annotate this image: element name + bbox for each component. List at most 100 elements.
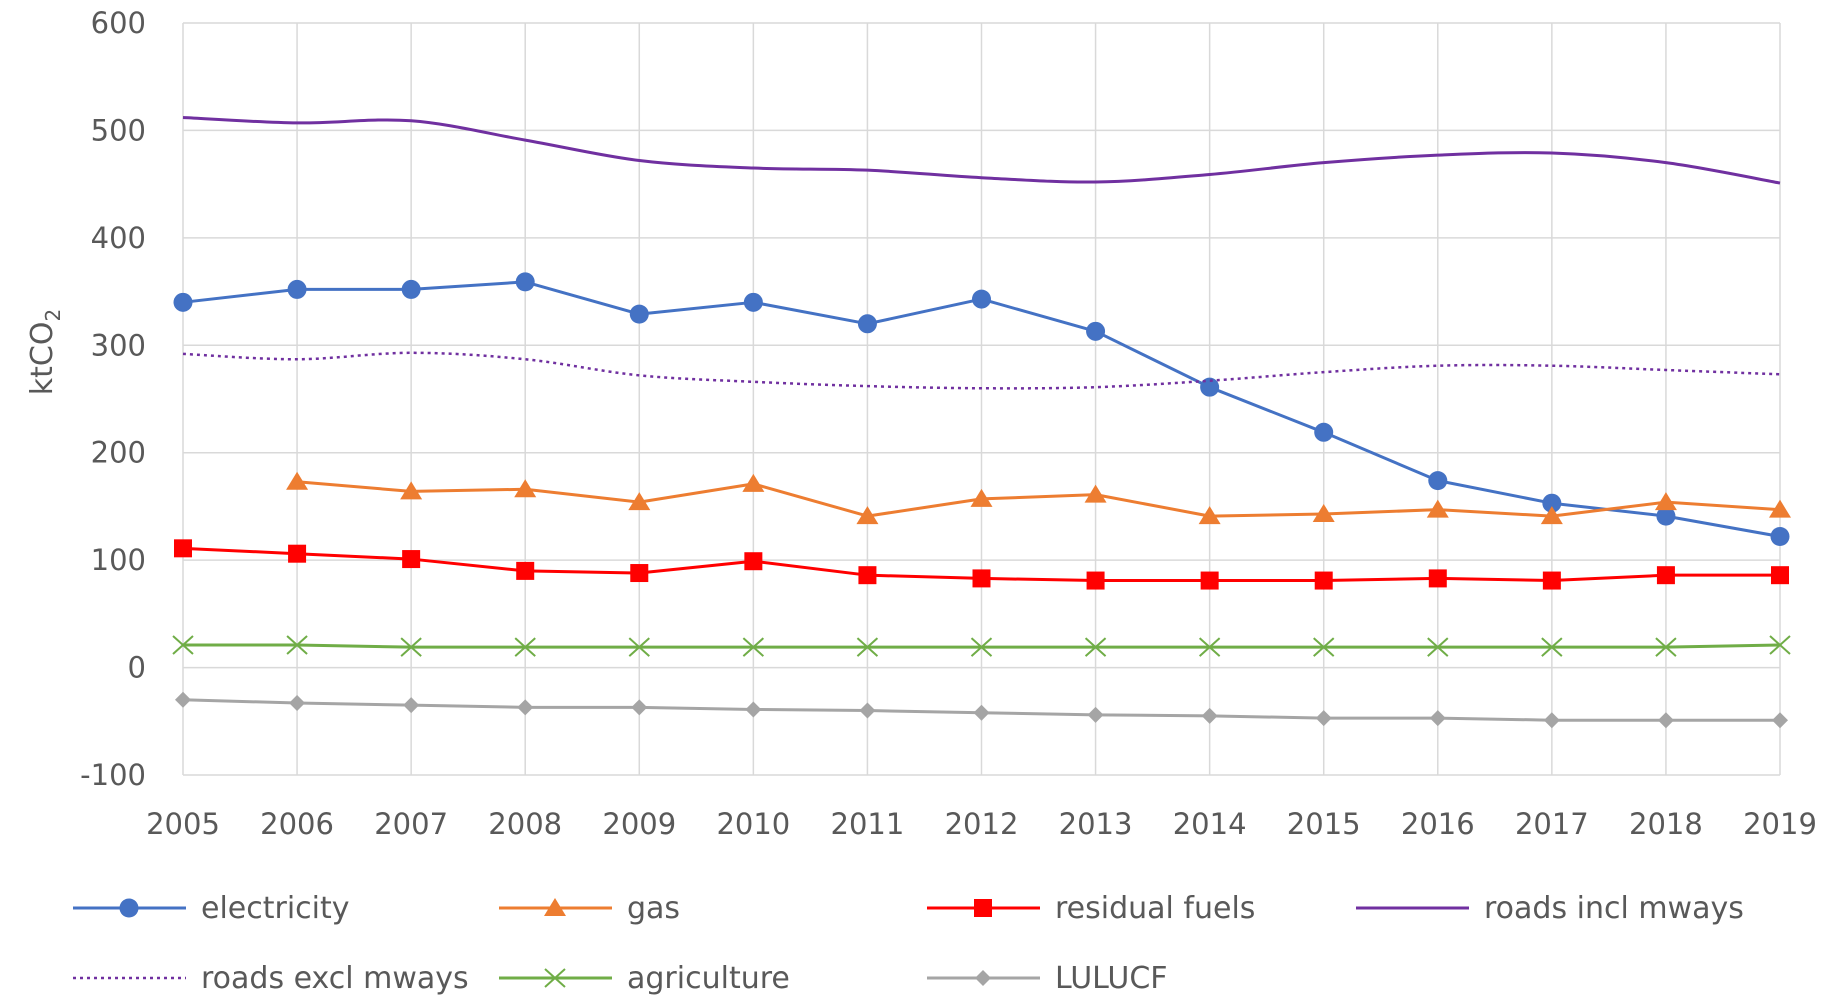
- x-tick-label: 2008: [488, 807, 562, 841]
- legend: electricity gas residual fuels roads incl m…: [73, 891, 1744, 996]
- legend-item-roads-excl-mways: roads excl mways: [73, 961, 469, 996]
- series-line-roads-excl-mways: [182, 351, 1781, 390]
- data-point-lulucf: [973, 704, 990, 721]
- y-tick-label: 600: [91, 6, 146, 40]
- data-point-electricity: [1770, 527, 1790, 547]
- data-point-agriculture: [1427, 637, 1449, 657]
- data-point-agriculture: [172, 635, 194, 655]
- data-point-lulucf: [1087, 706, 1104, 723]
- data-point-gas: [400, 481, 423, 500]
- data-point-gas: [628, 492, 651, 511]
- legend-label-residual-fuels: residual fuels: [1055, 891, 1255, 926]
- x-tick-label: 2016: [1401, 807, 1475, 841]
- data-point-gas: [856, 506, 879, 525]
- data-point-gas: [1198, 506, 1221, 525]
- legend-label-roads-excl-mways: roads excl mways: [201, 961, 469, 996]
- data-point-gas: [286, 471, 309, 490]
- data-point-agriculture: [1198, 637, 1221, 657]
- legend-item-agriculture: agriculture: [499, 961, 790, 996]
- data-point-electricity: [287, 279, 307, 299]
- data-point-agriculture: [1655, 637, 1677, 657]
- legend-label-roads-incl-mways: roads incl mways: [1484, 891, 1744, 926]
- series-agriculture: [172, 635, 1791, 657]
- data-point-residual-fuels: [1428, 569, 1447, 588]
- data-point-residual-fuels: [744, 552, 763, 571]
- data-point-lulucf: [175, 691, 191, 708]
- legend-item-residual-fuels: residual fuels: [927, 891, 1255, 926]
- data-point-electricity: [1314, 422, 1334, 442]
- data-point-residual-fuels: [174, 539, 192, 558]
- series-layer: [172, 116, 1791, 729]
- x-tick-label: 2011: [831, 807, 905, 841]
- data-point-electricity: [173, 292, 193, 312]
- data-point-lulucf: [289, 695, 306, 712]
- data-point-gas: [1769, 499, 1791, 518]
- series-residual-fuels: [174, 539, 1789, 590]
- data-point-agriculture: [856, 637, 879, 657]
- data-point-agriculture: [400, 637, 422, 657]
- axes: ktCO2 -100 0 100 200 300 400 500 600 2005 2006 200…: [25, 6, 1817, 841]
- data-point-electricity: [515, 272, 535, 292]
- data-point-residual-fuels: [402, 550, 421, 569]
- series-roads-incl-mways: [182, 116, 1781, 185]
- data-point-gas: [1312, 503, 1335, 522]
- data-point-residual-fuels: [288, 544, 307, 563]
- data-point-gas: [970, 488, 993, 507]
- data-point-agriculture: [514, 637, 536, 657]
- data-point-agriculture: [1541, 637, 1563, 657]
- x-tick-label: 2019: [1743, 807, 1817, 841]
- data-point-electricity: [1200, 377, 1220, 397]
- x-tick-label: 2013: [1059, 807, 1133, 841]
- data-point-residual-fuels: [1656, 566, 1675, 585]
- data-point-agriculture: [1084, 637, 1107, 657]
- series-line-roads-incl-mways: [182, 116, 1781, 185]
- series-lulucf: [175, 691, 1788, 729]
- legend-item-electricity: electricity: [73, 891, 350, 926]
- data-point-residual-fuels: [972, 569, 991, 588]
- data-point-gas: [1084, 484, 1107, 503]
- data-point-agriculture: [970, 637, 993, 657]
- y-tick-label: 400: [91, 221, 146, 255]
- data-point-agriculture: [286, 635, 308, 655]
- data-point-residual-fuels: [1771, 566, 1789, 585]
- legend-marker-lulucf: [975, 970, 991, 986]
- data-point-electricity: [1428, 471, 1448, 491]
- data-point-agriculture: [1769, 635, 1791, 655]
- legend-item-lulucf: LULUCF: [927, 961, 1168, 996]
- y-tick-label: -100: [80, 758, 146, 792]
- data-point-lulucf: [1315, 710, 1332, 727]
- x-tick-label: 2010: [716, 807, 790, 841]
- series-gas: [286, 471, 1791, 525]
- legend-marker-electricity: [119, 898, 139, 918]
- x-tick-label: 2015: [1287, 807, 1361, 841]
- data-point-lulucf: [1772, 712, 1788, 729]
- data-point-lulucf: [1657, 712, 1674, 729]
- legend-item-gas: gas: [499, 891, 680, 926]
- data-point-gas: [1654, 492, 1677, 511]
- data-point-gas: [514, 479, 537, 498]
- x-tick-label: 2009: [602, 807, 676, 841]
- data-point-electricity: [629, 304, 649, 324]
- data-point-electricity: [1086, 321, 1106, 341]
- legend-marker-gas: [544, 898, 566, 916]
- legend-label-gas: gas: [627, 891, 680, 926]
- legend-label-lulucf: LULUCF: [1055, 961, 1168, 996]
- y-axis-title-main: ktCO: [25, 322, 60, 396]
- data-point-electricity: [1656, 506, 1676, 526]
- gridlines: [182, 22, 1781, 776]
- data-point-residual-fuels: [1086, 571, 1105, 590]
- data-point-lulucf: [859, 702, 876, 719]
- series-electricity: [173, 272, 1790, 547]
- x-tick-label: 2006: [260, 807, 334, 841]
- data-point-lulucf: [403, 697, 420, 714]
- legend-label-electricity: electricity: [201, 891, 350, 926]
- legend-label-agriculture: agriculture: [627, 961, 790, 996]
- y-tick-label: 200: [91, 436, 146, 470]
- data-point-lulucf: [745, 701, 762, 718]
- data-point-lulucf: [517, 699, 534, 716]
- data-point-gas: [1540, 506, 1563, 525]
- y-tick-label: 500: [91, 113, 146, 147]
- x-tick-label: 2005: [146, 807, 220, 841]
- y-tick-label: 100: [91, 543, 146, 577]
- data-point-lulucf: [1429, 710, 1446, 727]
